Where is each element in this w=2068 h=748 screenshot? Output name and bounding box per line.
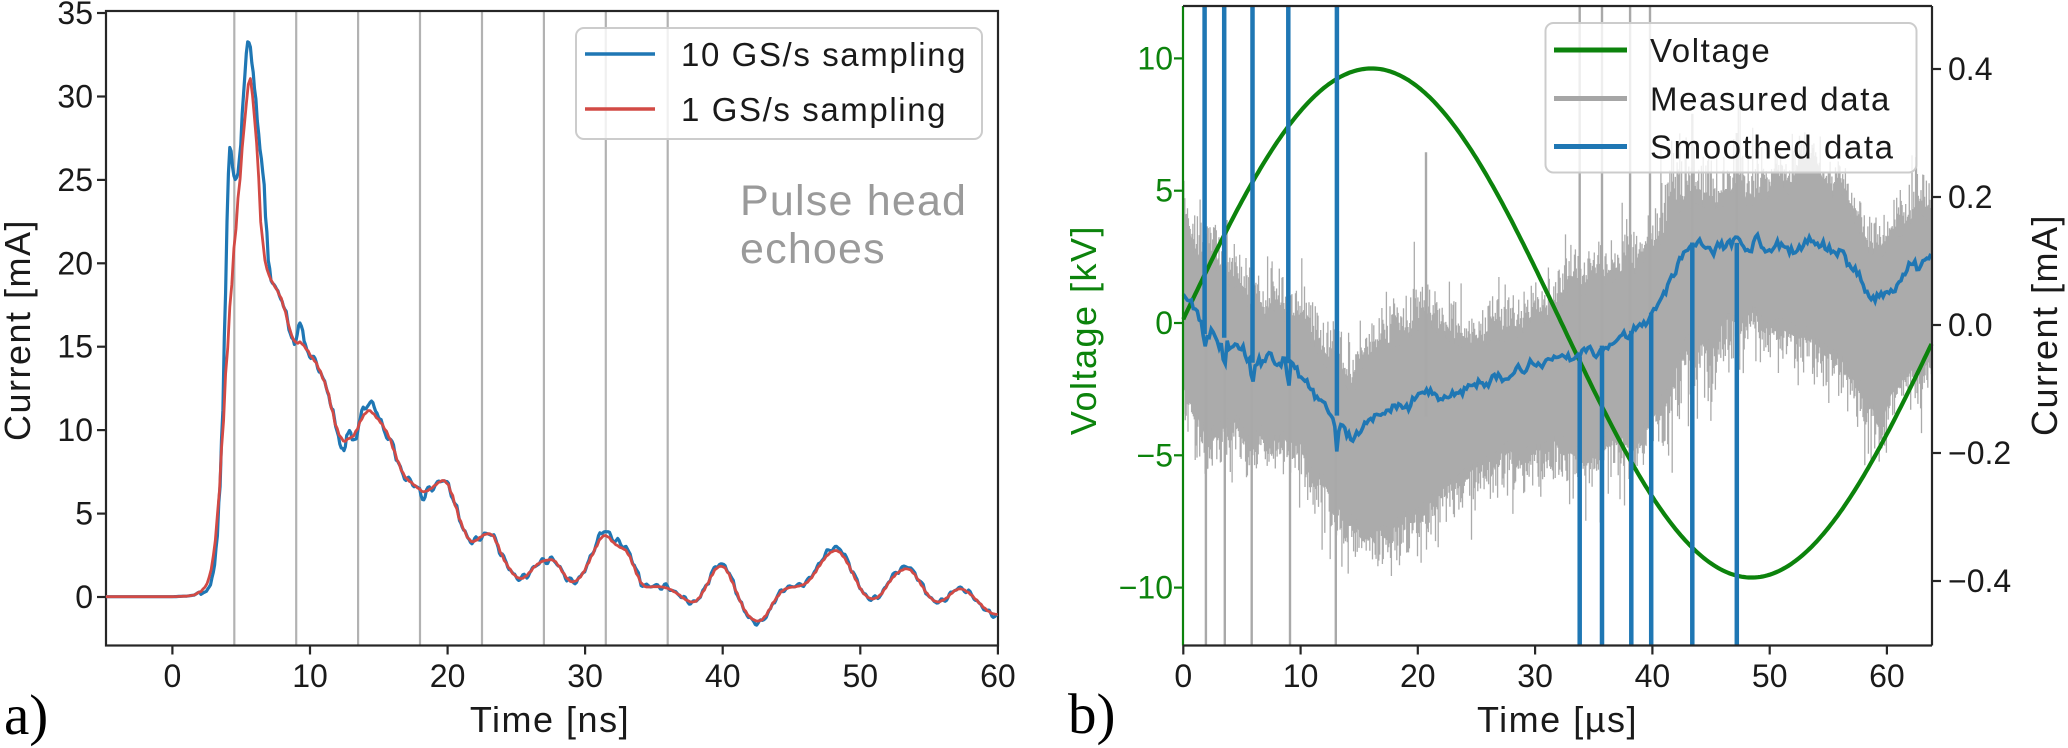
svg-text:Pulse head: Pulse head [740,177,967,225]
svg-text:0: 0 [1155,305,1173,341]
svg-text:60: 60 [1869,658,1905,694]
svg-text:10: 10 [1283,658,1319,694]
svg-text:60: 60 [980,658,1016,694]
svg-text:40: 40 [705,658,741,694]
svg-text:50: 50 [1752,658,1788,694]
svg-text:−10: −10 [1119,570,1173,606]
svg-text:30: 30 [57,79,93,115]
svg-text:25: 25 [57,162,93,198]
svg-text:−0.4: −0.4 [1948,563,2011,599]
svg-text:−0.2: −0.2 [1948,435,2011,471]
svg-text:Current [mA]: Current [mA] [0,219,38,441]
svg-text:b): b) [1068,683,1115,746]
svg-text:30: 30 [567,658,603,694]
svg-text:35: 35 [57,0,93,31]
svg-text:0: 0 [164,658,182,694]
svg-text:10: 10 [57,412,93,448]
svg-text:1 GS/s sampling: 1 GS/s sampling [681,91,947,128]
svg-text:30: 30 [1517,658,1553,694]
svg-text:0.0: 0.0 [1948,307,1992,343]
svg-text:20: 20 [430,658,466,694]
svg-text:0: 0 [1174,658,1192,694]
svg-text:20: 20 [57,245,93,281]
svg-text:0.4: 0.4 [1948,51,1992,87]
svg-text:echoes: echoes [740,225,886,273]
svg-text:10: 10 [292,658,328,694]
svg-text:15: 15 [57,329,93,365]
svg-text:Voltage: Voltage [1650,32,1771,69]
svg-text:Time [µs]: Time [µs] [1477,699,1638,740]
svg-text:Voltage [kV]: Voltage [kV] [1063,225,1104,435]
svg-text:5: 5 [1155,173,1173,209]
svg-text:40: 40 [1635,658,1671,694]
svg-text:0: 0 [75,579,93,615]
svg-text:Time [ns]: Time [ns] [470,699,630,740]
svg-text:Measured data: Measured data [1650,81,1891,118]
svg-text:5: 5 [75,496,93,532]
svg-text:Smoothed data: Smoothed data [1650,129,1895,166]
svg-text:Current [mA]: Current [mA] [2024,214,2065,436]
svg-text:50: 50 [843,658,879,694]
svg-text:−5: −5 [1137,437,1173,473]
svg-text:10 GS/s sampling: 10 GS/s sampling [681,36,967,73]
svg-text:0.2: 0.2 [1948,179,1992,215]
svg-text:10: 10 [1137,40,1173,76]
svg-text:20: 20 [1400,658,1436,694]
svg-text:a): a) [4,684,48,747]
